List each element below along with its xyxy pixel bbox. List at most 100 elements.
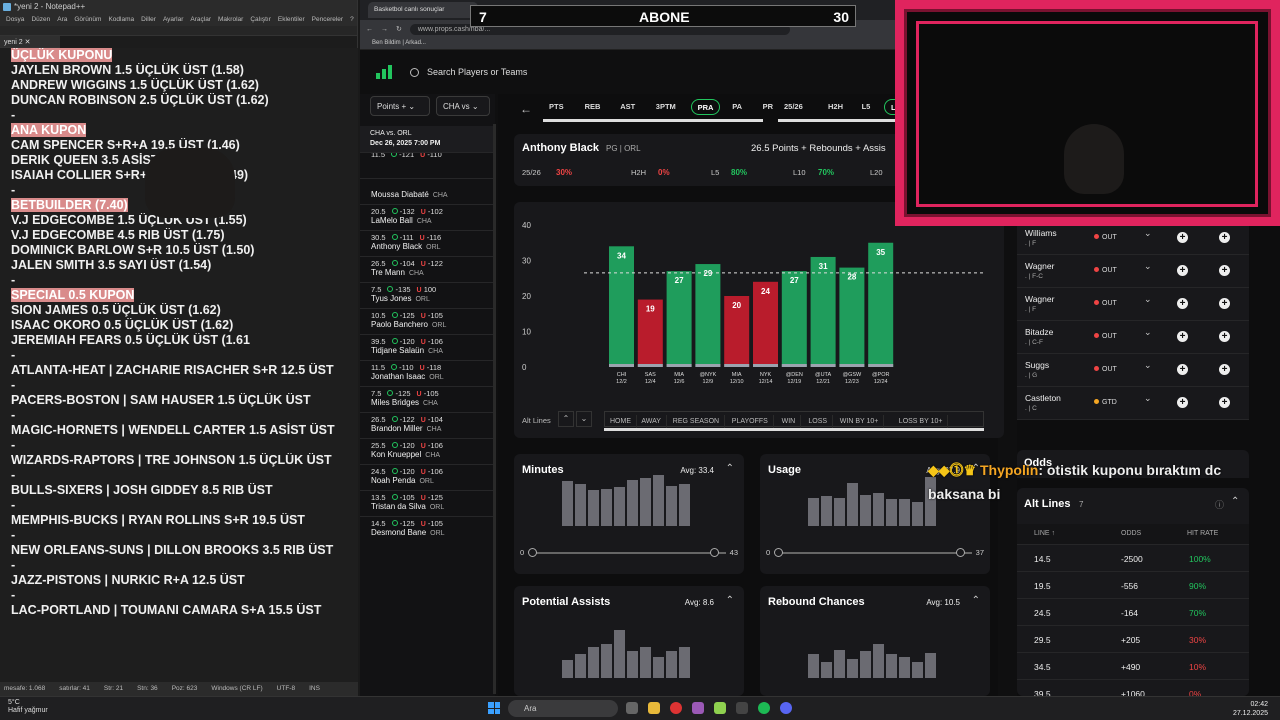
player-row[interactable]: Kon Knueppel CHA 24.5 -120 U -106: [360, 438, 495, 476]
collapse-icon[interactable]: ⌃: [725, 595, 734, 606]
add-icon[interactable]: +: [1177, 265, 1188, 276]
app-icon[interactable]: [692, 702, 704, 714]
discord-icon[interactable]: [780, 702, 792, 714]
filter-win-by-10-[interactable]: WIN BY 10+: [835, 415, 885, 429]
add-icon[interactable]: +: [1219, 364, 1230, 375]
add-icon[interactable]: +: [1219, 331, 1230, 342]
range-pill-scrollbar[interactable]: [778, 119, 908, 122]
range-pill[interactable]: 25/26: [784, 102, 803, 111]
menu-item[interactable]: Kodlama: [108, 16, 135, 23]
obs-icon[interactable]: [736, 702, 748, 714]
stat-pill-pts[interactable]: PTS: [549, 102, 564, 111]
stat-pill-pr[interactable]: PR: [762, 102, 774, 111]
range-slider-knob[interactable]: [956, 548, 965, 557]
back-arrow-icon[interactable]: ←: [366, 25, 373, 33]
player-search[interactable]: Search Players or Teams: [410, 67, 527, 77]
stat-pill-pa[interactable]: PA: [732, 102, 743, 111]
range-pill[interactable]: L5: [861, 102, 871, 111]
menu-item[interactable]: Çalıştır: [250, 16, 271, 23]
back-arrow-icon[interactable]: ←: [520, 102, 532, 116]
chevron-down-icon[interactable]: ⌄: [1144, 360, 1152, 370]
windows-start-icon[interactable]: [488, 702, 500, 714]
collapse-icon[interactable]: ⌃: [1231, 496, 1240, 507]
alt-line-row[interactable]: 29.5 +205 30%: [1017, 625, 1249, 652]
collapse-icon[interactable]: ⌃: [971, 463, 980, 474]
filter-playoffs[interactable]: PLAYOFFS: [727, 415, 774, 429]
add-icon[interactable]: +: [1177, 331, 1188, 342]
taskbar-search[interactable]: Ara: [508, 700, 618, 717]
player-row[interactable]: Tyus Jones ORL 10.5 -125 U -105: [360, 282, 495, 320]
menu-item[interactable]: ?: [350, 16, 354, 23]
add-icon[interactable]: +: [1219, 397, 1230, 408]
player-row[interactable]: Tre Mann CHA 7.5 -135 U 100: [360, 256, 495, 294]
filter-away[interactable]: AWAY: [636, 415, 667, 429]
weather-widget[interactable]: 5°C Hafif yağmur: [8, 699, 48, 715]
player-row[interactable]: Brandon Miller CHA 25.5 -120 U -106: [360, 412, 495, 450]
menu-item[interactable]: Pencereler: [311, 16, 344, 23]
alt-line-row[interactable]: 19.5 -556 90%: [1017, 571, 1249, 598]
alt-line-row[interactable]: 39.5 +1060 0%: [1017, 679, 1249, 706]
forward-arrow-icon[interactable]: →: [381, 25, 388, 33]
range-slider-track[interactable]: [778, 552, 972, 554]
info-icon[interactable]: ⓘ: [1215, 500, 1225, 510]
collapse-icon[interactable]: ⌃: [725, 463, 734, 474]
menu-item[interactable]: Eklentiler: [277, 16, 305, 23]
player-row[interactable]: 11.5 -121 U -110: [360, 152, 495, 160]
notepad-tab[interactable]: yeni 2 ✕: [0, 36, 60, 48]
range-slider-knob[interactable]: [710, 548, 719, 557]
range-slider-track[interactable]: [532, 552, 726, 554]
menu-item[interactable]: Araçlar: [190, 16, 212, 23]
range-slider-knob[interactable]: [528, 548, 537, 557]
player-row[interactable]: Desmond Bane ORL: [360, 516, 495, 542]
menu-item[interactable]: Düzen: [31, 16, 51, 23]
reload-icon[interactable]: ↻: [396, 26, 402, 33]
player-list-scrollbar[interactable]: [493, 124, 496, 694]
stat-dropdown[interactable]: Points + ⌄: [370, 96, 430, 116]
add-icon[interactable]: +: [1177, 298, 1188, 309]
file-explorer-icon[interactable]: [648, 702, 660, 714]
player-row[interactable]: Moussa Diabaté CHA 20.5 -132 U -102: [360, 178, 495, 216]
spotify-icon[interactable]: [758, 702, 770, 714]
range-slider-knob[interactable]: [774, 548, 783, 557]
range-pill[interactable]: H2H: [828, 102, 844, 111]
add-icon[interactable]: +: [1177, 232, 1188, 243]
player-row[interactable]: Tidjane Salaün CHA 11.5 -110 U -118: [360, 334, 495, 372]
team-dropdown[interactable]: CHA vs ⌄: [436, 96, 490, 116]
filter-loss[interactable]: LOSS: [803, 415, 834, 429]
filter-home[interactable]: HOME: [605, 415, 637, 429]
stat-pill-ast[interactable]: AST: [620, 102, 636, 111]
menu-item[interactable]: Diller: [141, 16, 156, 23]
chevron-down-icon[interactable]: ⌄: [1144, 261, 1152, 271]
chevron-down-icon[interactable]: ⌄: [576, 411, 592, 427]
menu-item[interactable]: Görünüm: [74, 16, 102, 23]
chevron-down-icon[interactable]: ⌄: [1144, 393, 1152, 403]
notepadpp-icon[interactable]: [714, 702, 726, 714]
chevron-up-icon[interactable]: ⌃: [558, 411, 574, 427]
add-icon[interactable]: +: [1219, 265, 1230, 276]
menu-item[interactable]: Makrolar: [218, 16, 244, 23]
filter-win[interactable]: WIN: [777, 415, 802, 429]
chevron-down-icon[interactable]: ⌄: [1144, 228, 1152, 238]
opera-icon[interactable]: [670, 702, 682, 714]
stat-pill-scrollbar[interactable]: [543, 119, 763, 122]
player-row[interactable]: Miles Bridges CHA 26.5 -122 U -104: [360, 386, 495, 424]
menu-item[interactable]: Dosya: [6, 16, 25, 23]
filter-scrollbar[interactable]: [604, 428, 984, 431]
filter-loss-by-10-[interactable]: LOSS BY 10+: [894, 415, 949, 429]
stat-pill-pra[interactable]: PRA: [690, 99, 721, 115]
address-bar[interactable]: www.props.cash/nba/...: [409, 23, 790, 35]
player-row[interactable]: Jonathan Isaac ORL 7.5 -125 U -105: [360, 360, 495, 398]
player-row[interactable]: Paolo Banchero ORL 39.5 -120 U -106: [360, 308, 495, 346]
browser-tab[interactable]: Basketbol canlı sonuçlar: [368, 2, 478, 18]
alt-line-row[interactable]: 14.5 -2500 100%: [1017, 544, 1249, 571]
alt-line-row[interactable]: 24.5 -164 70%: [1017, 598, 1249, 625]
player-row[interactable]: Noah Penda ORL 13.5 -105 U -125: [360, 464, 495, 502]
chevron-down-icon[interactable]: ⌄: [1144, 294, 1152, 304]
add-icon[interactable]: +: [1177, 397, 1188, 408]
menu-item[interactable]: Ayarlar: [162, 16, 184, 23]
chevron-down-icon[interactable]: ⌄: [1144, 327, 1152, 337]
collapse-icon[interactable]: ⌃: [971, 595, 980, 606]
stat-pill-reb[interactable]: REB: [584, 102, 601, 111]
menu-item[interactable]: Ara: [57, 16, 68, 23]
